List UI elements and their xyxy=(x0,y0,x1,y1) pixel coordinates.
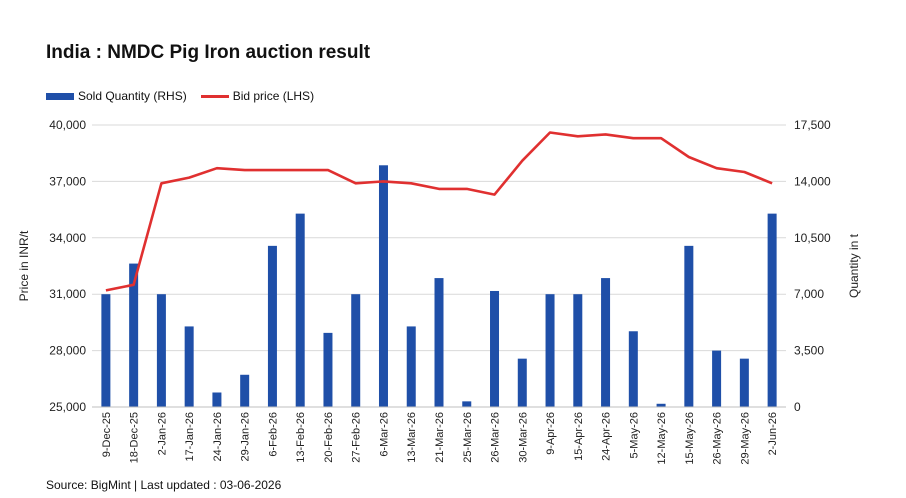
x-tick-label: 21-Mar-26 xyxy=(434,412,446,463)
legend-item-sold-quantity: Sold Quantity (RHS) xyxy=(46,89,187,103)
x-tick-label: 9-Apr-26 xyxy=(545,412,557,455)
y-right-tick-label: 7,000 xyxy=(794,287,824,301)
x-tick-label: 24-Apr-26 xyxy=(601,412,613,461)
x-tick-label: 6-Feb-26 xyxy=(267,412,279,457)
source-note: Source: BigMint | Last updated : 03-06-2… xyxy=(46,478,282,492)
bar xyxy=(378,165,388,407)
bar xyxy=(656,403,666,407)
bar xyxy=(240,374,250,407)
bar xyxy=(462,401,472,407)
x-tick-label: 17-Jan-26 xyxy=(184,412,196,462)
legend-label-bid-price: Bid price (LHS) xyxy=(232,89,315,103)
x-tick-label: 25-Mar-26 xyxy=(462,412,474,463)
bar xyxy=(573,294,583,407)
bar xyxy=(739,358,749,407)
x-tick-label: 26-May-26 xyxy=(712,412,724,465)
bar xyxy=(184,326,194,407)
x-tick-label: 26-Mar-26 xyxy=(490,412,502,463)
x-tick-label: 20-Feb-26 xyxy=(323,412,335,463)
y-left-tick-label: 25,000 xyxy=(49,400,86,414)
x-tick-label: 9-Dec-25 xyxy=(101,412,113,457)
y-right-axis-label: Quantity in t xyxy=(847,233,861,298)
y-right-tick-label: 0 xyxy=(794,400,801,414)
x-tick-label: 15-Apr-26 xyxy=(573,412,585,461)
y-right-tick-label: 17,500 xyxy=(794,118,831,132)
x-tick-label: 29-Jan-26 xyxy=(240,412,252,462)
bar xyxy=(323,332,333,407)
x-tick-label: 15-May-26 xyxy=(684,412,696,465)
y-left-tick-label: 28,000 xyxy=(49,344,86,358)
bar xyxy=(212,392,222,407)
y-left-tick-label: 34,000 xyxy=(49,231,86,245)
x-tick-label: 13-Mar-26 xyxy=(406,412,418,463)
bar xyxy=(267,245,277,407)
x-tick-label: 2-Jan-26 xyxy=(156,412,168,455)
legend-swatch-line xyxy=(200,94,229,98)
bar xyxy=(434,278,444,407)
legend: Sold Quantity (RHS) Bid price (LHS) xyxy=(46,89,328,103)
x-tick-label: 18-Dec-25 xyxy=(129,412,141,463)
y-right-tick-label: 3,500 xyxy=(794,344,824,358)
bar xyxy=(129,263,139,407)
bar xyxy=(101,294,111,407)
legend-label-sold-quantity: Sold Quantity (RHS) xyxy=(78,89,187,103)
bar xyxy=(684,245,694,407)
bar xyxy=(601,278,611,407)
x-tick-label: 13-Feb-26 xyxy=(295,412,307,463)
bar xyxy=(351,294,361,407)
y-right-tick-label: 10,500 xyxy=(794,231,831,245)
x-tick-label: 5-May-26 xyxy=(628,412,640,458)
bar xyxy=(767,213,777,407)
bar xyxy=(490,290,500,407)
chart-title: India : NMDC Pig Iron auction result xyxy=(46,42,371,63)
bar xyxy=(156,294,166,407)
x-tick-label: 6-Mar-26 xyxy=(378,412,390,457)
price-line xyxy=(105,131,773,292)
y-left-tick-label: 37,000 xyxy=(49,174,86,188)
bar xyxy=(628,331,638,407)
x-tick-label: 29-May-26 xyxy=(739,412,751,465)
bar xyxy=(517,358,527,407)
bar xyxy=(712,350,722,407)
legend-swatch-bar xyxy=(46,92,74,100)
x-tick-label: 27-Feb-26 xyxy=(351,412,363,463)
bar xyxy=(406,326,416,407)
legend-item-bid-price: Bid price (LHS) xyxy=(200,89,315,103)
y-left-axis-label: Price in INR/t xyxy=(17,230,31,301)
bar xyxy=(295,213,305,407)
y-right-tick-label: 14,000 xyxy=(794,174,831,188)
x-tick-label: 2-Jun-26 xyxy=(767,412,779,455)
bar xyxy=(545,294,555,407)
y-left-tick-label: 40,000 xyxy=(49,118,86,132)
y-left-tick-label: 31,000 xyxy=(49,287,86,301)
x-tick-label: 12-May-26 xyxy=(656,412,668,465)
x-tick-label: 24-Jan-26 xyxy=(212,412,224,462)
x-tick-label: 30-Mar-26 xyxy=(517,412,529,463)
